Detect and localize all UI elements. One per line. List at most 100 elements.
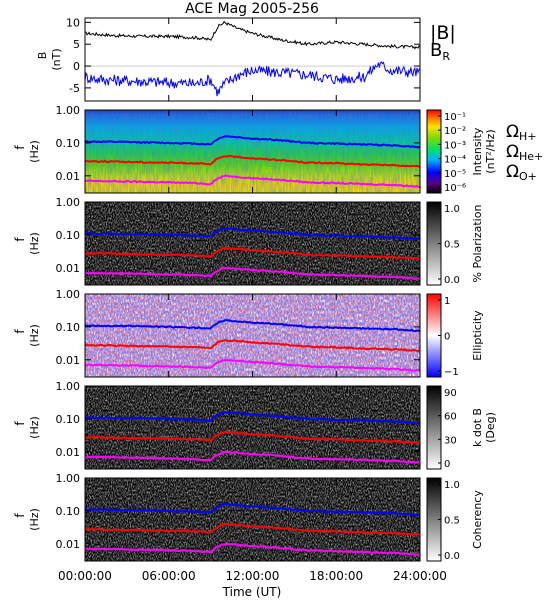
colorbar-tick-label: 0 xyxy=(444,459,450,470)
panel-5: 1.00 0.10 0.01 f (Hz) 90 60 30 0 k dot B (Deg) xyxy=(13,380,497,470)
x-tick-label: 18:00:00 xyxy=(309,569,363,583)
y-tick-label: 0.01 xyxy=(56,538,81,551)
x-tick-label: 06:00:00 xyxy=(142,569,196,583)
panel-frame xyxy=(84,17,421,102)
y-tick-label: 1.00 xyxy=(56,104,81,117)
panel-frame xyxy=(84,477,421,562)
y-axis-unit: (Hz) xyxy=(28,416,41,439)
panel-frame xyxy=(84,109,421,194)
gyrofrequency-line-He xyxy=(84,154,421,168)
y-tick-label: 0.10 xyxy=(56,321,81,334)
y-tick-label: 0 xyxy=(73,60,80,73)
y-axis-unit: (Hz) xyxy=(28,232,41,255)
y-axis-unit: (Hz) xyxy=(28,324,41,347)
panel-2: 1.00 0.10 0.01 f (Hz) 10⁻¹ 10⁻² 10⁻³ 10⁻⁴ 10⁻⁵ 10⁻… xyxy=(13,104,497,194)
legend-omega-o: ΩO+ xyxy=(506,162,537,183)
colorbar-tick-label: 30 xyxy=(444,435,457,446)
gyrofrequency-line-H xyxy=(85,135,421,149)
colorbar xyxy=(426,385,442,470)
legend-b-magnitude: |B| xyxy=(430,22,456,44)
y-tick-label: 1.00 xyxy=(56,472,81,485)
colorbar-tick-label: 0.5 xyxy=(444,516,460,527)
spectrogram-texture xyxy=(85,202,420,285)
colorbar-tick-label: 0.0 xyxy=(444,275,460,286)
y-axis-label: f xyxy=(13,145,27,150)
gyrofrequency-line-O xyxy=(84,174,421,189)
colorbar-tick-label: 90 xyxy=(444,388,457,399)
gyrofrequency-line-H xyxy=(84,502,421,517)
y-tick-label: 5 xyxy=(73,38,80,51)
colorbar-tick-label: −1 xyxy=(444,367,459,378)
y-tick-label: 1.00 xyxy=(56,288,81,301)
gyro-legend: ΩH+ ΩHe+ ΩO+ xyxy=(506,122,543,183)
gyrofrequency-line-H xyxy=(84,410,420,425)
panel-6: 1.00 0.10 0.01 f (Hz) 1.0 0.5 0.0 Coherency xyxy=(13,472,484,562)
y-tick-label: 0.10 xyxy=(56,137,81,150)
colorbar-tick-label: 0.5 xyxy=(444,240,460,251)
gyrofrequency-line-He xyxy=(84,339,421,352)
colorbar-tick-label: 1 xyxy=(444,296,450,307)
y-tick-label: -5 xyxy=(69,82,80,95)
y-tick-label: 1.00 xyxy=(56,380,81,393)
colorbar xyxy=(426,109,442,194)
y-tick-label: 0.10 xyxy=(56,505,81,518)
series-line-b-radial xyxy=(84,61,421,97)
colorbar-label: Ellipticity xyxy=(471,310,484,361)
y-tick-label: 0.01 xyxy=(56,354,81,367)
y-axis-unit: (Hz) xyxy=(28,140,41,163)
y-axis-unit: (nT) xyxy=(50,48,63,70)
panel-1: 10 5 0 -5 B (nT) xyxy=(36,16,421,102)
panel-4: 1.00 0.10 0.01 f (Hz) 1 0 −1 Ellipticity xyxy=(13,288,484,378)
panel-frame xyxy=(84,293,421,378)
gyrofrequency-line-O xyxy=(85,542,421,556)
y-axis-label: B xyxy=(36,52,49,60)
colorbar-label: k dot B xyxy=(471,408,484,447)
colorbar-label: % Polarization xyxy=(471,205,484,283)
time-axis-label: Time (UT) xyxy=(222,585,282,599)
colorbar-tick-label: 60 xyxy=(444,412,457,423)
spectrogram-blue-texture xyxy=(85,294,420,377)
panel-frame xyxy=(84,201,421,286)
x-tick-label: 00:00:00 xyxy=(58,569,112,583)
colorbar-tick-label: 1.0 xyxy=(444,480,460,491)
x-tick-label: 12:00:00 xyxy=(226,569,280,583)
legend-omega-h: ΩH+ xyxy=(506,122,537,143)
gyrofrequency-line-He xyxy=(84,522,420,536)
legend-omega-he: ΩHe+ xyxy=(506,142,543,163)
spectrogram-texture xyxy=(85,478,420,561)
colorbar-tick-label: 10⁻⁴ xyxy=(444,155,466,166)
series-line-b-magnitude xyxy=(85,20,421,50)
gyrofrequency-line-H xyxy=(84,319,421,333)
gyrofrequency-line-He xyxy=(84,246,421,261)
y-tick-label: 0.10 xyxy=(56,229,81,242)
y-tick-label: 0.01 xyxy=(56,446,81,459)
x-tick-label: 24:00:00 xyxy=(393,569,447,583)
colorbar-tick-label: 10⁻² xyxy=(444,126,466,137)
y-tick-label: 10 xyxy=(66,16,80,29)
colorbar-label: Intensity xyxy=(471,127,484,175)
colorbar-unit: (nT²/Hz) xyxy=(484,129,497,173)
legend-b-radial: BR xyxy=(430,40,450,63)
y-tick-label: 0.10 xyxy=(56,413,81,426)
y-axis-label: f xyxy=(13,421,27,426)
gyrofrequency-line-O xyxy=(84,358,421,372)
colorbar-tick-label: 1.0 xyxy=(444,204,460,215)
gyrofrequency-line-H xyxy=(84,227,421,241)
colorbar-unit: (Deg) xyxy=(484,412,497,443)
y-axis-label: f xyxy=(13,237,27,242)
figure-title: ACE Mag 2005-256 xyxy=(185,1,319,17)
y-axis-label: f xyxy=(13,329,27,334)
colorbar-tick-label: 10⁻¹ xyxy=(444,112,466,123)
y-axis-label: f xyxy=(13,513,27,518)
colorbar-tick-label: 0.0 xyxy=(444,551,460,562)
colorbar-label: Coherency xyxy=(471,490,484,549)
panel-3: 1.00 0.10 0.01 f (Hz) 1.0 0.5 0.0 % Polarization xyxy=(13,196,484,286)
y-tick-label: 0.01 xyxy=(56,262,81,275)
y-tick-label: 1.00 xyxy=(56,196,81,209)
colorbar-tick-label: 10⁻³ xyxy=(444,140,466,151)
gyrofrequency-line-He xyxy=(84,430,421,444)
colorbar-tick-label: 0 xyxy=(444,332,450,343)
colorbar-tick-label: 10⁻⁶ xyxy=(444,183,466,194)
